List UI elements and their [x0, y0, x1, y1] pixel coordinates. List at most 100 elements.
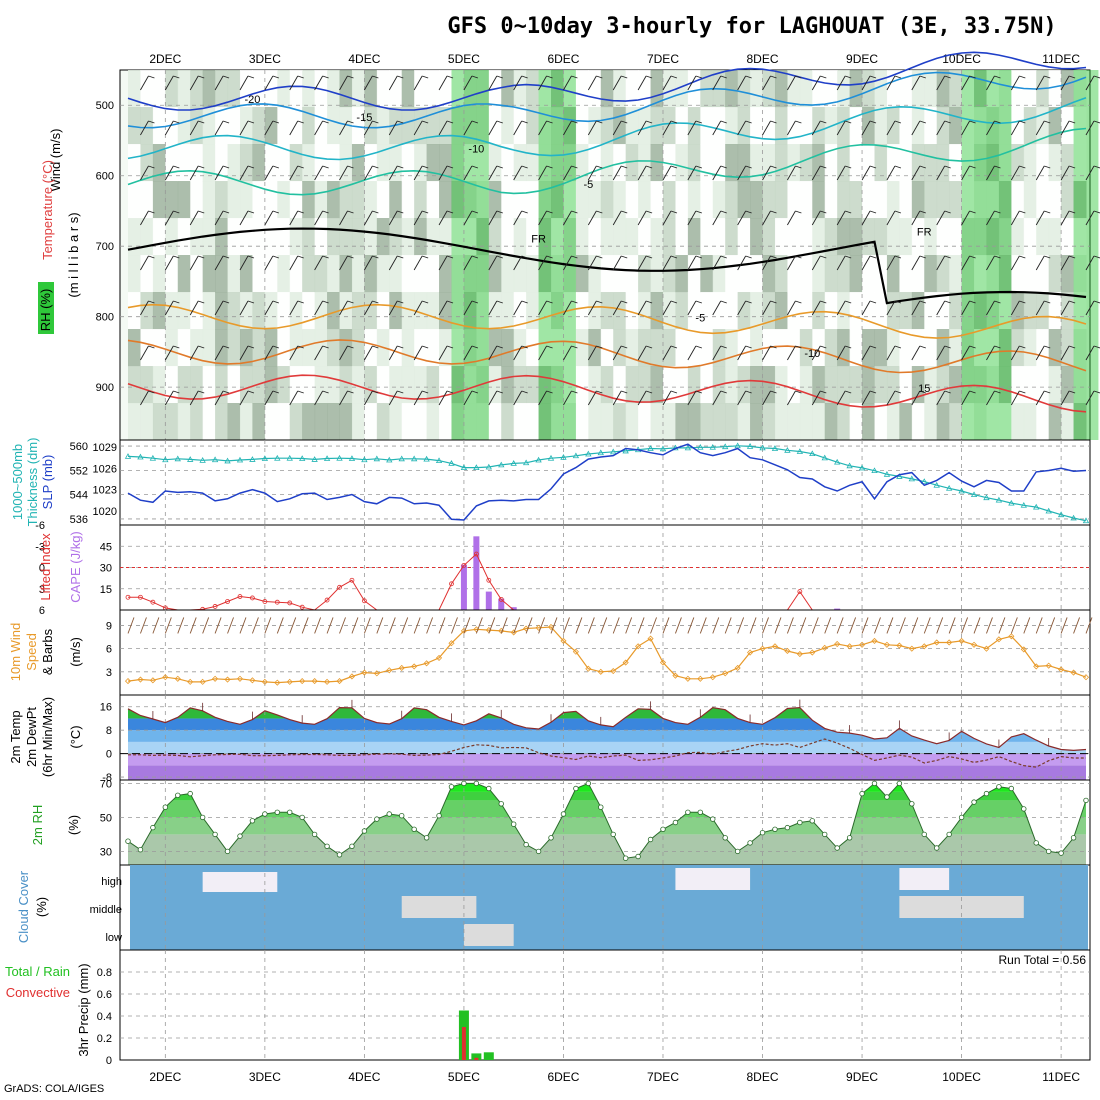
thickness-point [597, 449, 604, 456]
rh-shade-cell [140, 255, 154, 293]
surface-wind-barb [936, 617, 944, 634]
rh-shade-cell [613, 218, 627, 256]
rh-shade-cell [476, 70, 490, 108]
rh-point [983, 790, 990, 797]
rh-shade-cell [986, 181, 1000, 219]
rh-shade-cell [538, 107, 552, 145]
wind-barb [189, 300, 199, 316]
rh-shade-cell [314, 366, 328, 404]
wind-barb [563, 120, 572, 136]
rh-shade-cell [638, 366, 652, 404]
isotherm-line [127, 71, 1087, 129]
rh-shade-cell [277, 70, 291, 108]
thickness-point [236, 456, 244, 463]
rh-shade-cell [1048, 255, 1062, 293]
wind-barb [438, 300, 448, 316]
rh-shade-cell [376, 70, 390, 108]
wind-barb-flag [969, 255, 976, 259]
li-tick-label: -6 [35, 520, 45, 532]
rh-shade-cell [886, 403, 900, 441]
surface-wind-barb [799, 617, 807, 634]
wind-barb-flag [1068, 255, 1076, 259]
rh-point [560, 811, 567, 817]
rh-shade-cell [252, 218, 266, 256]
rh-shade-cell [824, 181, 838, 219]
rh-shade-cell [152, 255, 166, 293]
rh-shade-cell [140, 366, 154, 404]
wind-barb [836, 165, 846, 181]
rh-shade-cell [812, 255, 826, 293]
rh-point [921, 831, 927, 838]
rh-shade-cell [339, 70, 353, 108]
rh-shade-cell [1023, 218, 1037, 256]
rh-shade-cell [737, 403, 751, 441]
wind-barb-flag [372, 300, 379, 304]
rh-shade-cell [551, 292, 564, 330]
rh-shade-cell [414, 218, 428, 256]
rh-shade-cell [638, 107, 652, 145]
cape-bar [485, 591, 492, 610]
wind-barb [140, 255, 149, 271]
top-date-axis: 2DEC 3DEC 4DEC 5DEC 6DEC 7DEC 8DEC 9DEC 10DEC 11D… [149, 52, 1080, 66]
thickness-point [211, 456, 219, 463]
rh-shade-cell [177, 403, 191, 441]
wind-barb-flag [322, 345, 329, 349]
rh-shade-cell [725, 144, 739, 182]
rh-shade-cell [961, 70, 975, 108]
rh-shade-cell [426, 218, 440, 256]
wind-barb [239, 345, 249, 361]
rh-shade-cell [737, 255, 751, 293]
wind-barb [861, 255, 871, 271]
rh-shade-cell [787, 329, 801, 367]
rh-shade-cell [1073, 403, 1087, 441]
wind-barb-flag [670, 210, 678, 214]
rh-shade-cell [1073, 255, 1087, 293]
wind-barb-flag [521, 255, 528, 259]
wind-barb [214, 75, 224, 91]
wind-barb [1010, 165, 1020, 181]
wind-speed-point [1082, 674, 1090, 681]
wind-barb [538, 120, 547, 136]
wind-barb-flag [222, 120, 230, 124]
wind-barb-flag [546, 255, 553, 259]
top-date-label: 10DEC [942, 52, 981, 66]
wind-speed-point [1045, 662, 1052, 669]
wind-barb-flag [820, 390, 827, 394]
wind-barb-flag [422, 390, 429, 394]
rh-shade-cell [974, 181, 987, 219]
rh-point [548, 835, 554, 841]
wind-barb [986, 300, 995, 316]
surface-wind-barb [1010, 617, 1018, 634]
rh-shade-cell [998, 70, 1012, 108]
surface-wind-barb [973, 617, 981, 634]
wind-barb [488, 300, 498, 316]
rh-shade-cell [575, 329, 589, 367]
wind-barb [413, 345, 423, 361]
rh-shade-cell [513, 366, 527, 404]
rh-shade-cell [177, 70, 191, 108]
precip-panel: 0.80.60.40.20 [97, 949, 1091, 1067]
rh-point [734, 848, 741, 855]
wind-barb [787, 75, 796, 91]
wind-barb [363, 75, 373, 91]
rh-shade-cell [812, 181, 826, 219]
rh-shade-cell [339, 366, 353, 404]
rh-shade-cell [837, 70, 851, 108]
rh-shade-cell [600, 70, 614, 108]
wind-barb-flag [994, 390, 1001, 394]
rh-point [722, 835, 728, 841]
rh-shade-cell [737, 107, 751, 145]
surface-wind-barb [251, 617, 259, 634]
rh-shade-cell [924, 329, 938, 367]
rh-shade-cell [140, 107, 154, 145]
wind-barb [787, 120, 796, 136]
wind-barb [339, 345, 348, 361]
wind-barb-flag [770, 300, 777, 304]
rh-shade-cell [463, 181, 477, 219]
wind-barb [488, 75, 498, 91]
surface-wind-barb [152, 617, 160, 634]
thickness-point [249, 456, 256, 462]
rh-shade-cell [600, 255, 614, 293]
rh-shade-cell [899, 181, 913, 219]
bottom-date-label: 8DEC [747, 1070, 779, 1084]
